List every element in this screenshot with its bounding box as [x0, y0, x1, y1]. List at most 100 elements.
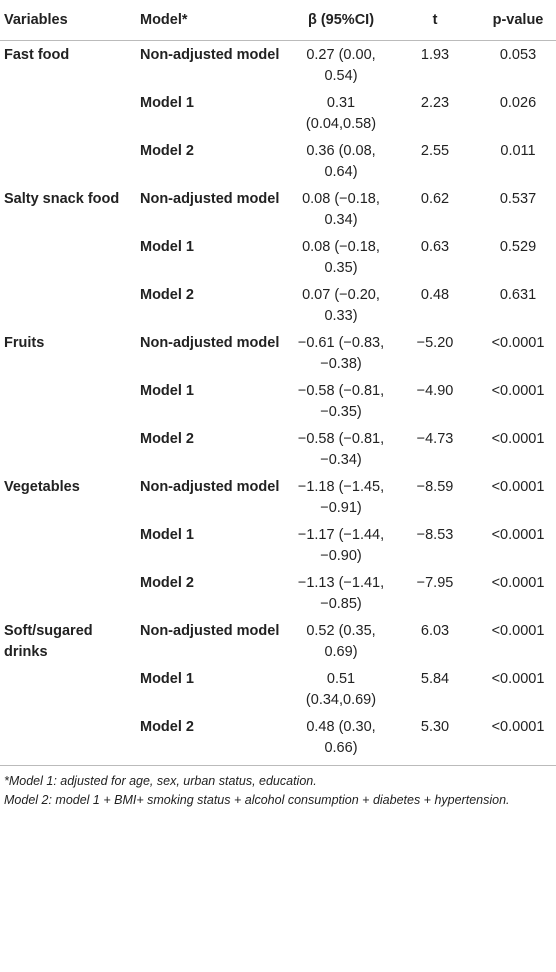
model-cell: Model 2 [140, 287, 194, 303]
p-cell: <0.0001 [491, 335, 545, 351]
model-cell: Non-adjusted model [140, 191, 280, 207]
t-cell: −8.59 [416, 479, 454, 495]
variable-cell: Vegetables [4, 479, 80, 495]
table-row: Model 1 0.08 (−0.18, 0.35) 0.63 0.529 [0, 233, 556, 281]
column-header: Model* [136, 0, 292, 41]
table-row: Model 2 0.36 (0.08, 0.64) 2.55 0.011 [0, 137, 556, 185]
footnote: *Model 1: adjusted for age, sex, urban s… [4, 774, 317, 788]
table-row: Model 1 −1.17 (−1.44, −0.90) −8.53 <0.0001 [0, 521, 556, 569]
variable-cell: Fast food [4, 47, 70, 63]
model-cell: Model 1 [140, 95, 194, 111]
table-row: Model 2 0.48 (0.30, 0.66) 5.30 <0.0001 [0, 713, 556, 766]
p-cell: <0.0001 [491, 527, 545, 543]
beta-cell: 0.08 (−0.18, 0.35) [302, 239, 380, 276]
model-cell: Non-adjusted model [140, 47, 280, 63]
p-cell: 0.537 [499, 191, 537, 207]
beta-cell: 0.07 (−0.20, 0.33) [302, 287, 380, 324]
t-cell: 0.63 [420, 239, 450, 255]
beta-cell: 0.36 (0.08, 0.64) [306, 143, 376, 180]
model-cell: Model 2 [140, 143, 194, 159]
p-cell: <0.0001 [491, 431, 545, 447]
p-cell: <0.0001 [491, 383, 545, 399]
t-cell: −4.73 [416, 431, 454, 447]
p-cell: <0.0001 [491, 575, 545, 591]
model-cell: Model 2 [140, 431, 194, 447]
beta-cell: −1.13 (−1.41, −0.85) [297, 575, 385, 612]
table-row: Model 1 −0.58 (−0.81, −0.35) −4.90 <0.0001 [0, 377, 556, 425]
model-cell: Model 2 [140, 575, 194, 591]
empty-cell [0, 89, 136, 137]
beta-cell: 0.48 (0.30, 0.66) [292, 713, 390, 766]
variable-cell: Fruits [4, 335, 45, 351]
model-cell: Non-adjusted model [140, 479, 280, 495]
model-cell: Non-adjusted model [140, 335, 280, 351]
empty-cell [0, 281, 136, 329]
beta-cell: 0.51 (0.34,0.69) [305, 671, 377, 708]
variable-cell: Salty snack food [4, 191, 120, 207]
t-cell: 0.48 [420, 287, 450, 303]
table-row: Model 2 0.07 (−0.20, 0.33) 0.48 0.631 [0, 281, 556, 329]
empty-cell [0, 713, 136, 766]
table-row: Model 2 −0.58 (−0.81, −0.34) −4.73 <0.0001 [0, 425, 556, 473]
t-cell: 1.93 [420, 47, 450, 63]
model-cell: Model 1 [140, 239, 194, 255]
model-cell: Non-adjusted model [140, 623, 280, 639]
empty-cell [0, 425, 136, 473]
column-header: p-value [480, 0, 556, 41]
empty-cell [0, 665, 136, 713]
t-cell: 0.62 [420, 191, 450, 207]
header-row: Variables Model* β (95%CI) t p-value [0, 0, 556, 41]
variable-cell: Soft/sugared drinks [4, 623, 93, 660]
table-row: Fast food Non-adjusted model 0.27 (0.00, 0… [0, 41, 556, 90]
p-cell: 0.529 [499, 239, 537, 255]
p-cell: <0.0001 [491, 479, 545, 495]
t-cell: −7.95 [416, 575, 454, 591]
table-row: Fruits Non-adjusted model −0.61 (−0.83, −0… [0, 329, 556, 377]
p-cell: <0.0001 [480, 713, 556, 766]
empty-cell [0, 377, 136, 425]
column-header: t [390, 0, 480, 41]
p-cell: 0.631 [499, 287, 537, 303]
empty-cell [0, 137, 136, 185]
table-row: Vegetables Non-adjusted model −1.18 (−1.45… [0, 473, 556, 521]
beta-cell: 0.52 (0.35, 0.69) [306, 623, 376, 660]
model-cell: Model 1 [140, 383, 194, 399]
column-header: Variables [0, 0, 136, 41]
column-header: β (95%CI) [292, 0, 390, 41]
beta-cell: −0.58 (−0.81, −0.35) [297, 383, 385, 420]
table-row: Model 1 0.31 (0.04,0.58) 2.23 0.026 [0, 89, 556, 137]
table-row: Model 1 0.51 (0.34,0.69) 5.84 <0.0001 [0, 665, 556, 713]
p-cell: 0.026 [499, 95, 537, 111]
data-table: Variables Model* β (95%CI) t p-value Fast fo… [0, 0, 556, 766]
empty-cell [0, 521, 136, 569]
table-row: Salty snack food Non-adjusted model 0.08 (… [0, 185, 556, 233]
empty-cell [0, 569, 136, 617]
table-body: Fast food Non-adjusted model 0.27 (0.00, 0… [0, 41, 556, 766]
p-cell: <0.0001 [491, 671, 545, 687]
t-cell: 6.03 [420, 623, 450, 639]
beta-cell: −0.58 (−0.81, −0.34) [297, 431, 385, 468]
t-cell: 5.30 [390, 713, 480, 766]
beta-cell: 0.08 (−0.18, 0.34) [302, 191, 380, 228]
t-cell: 2.55 [420, 143, 450, 159]
p-cell: 0.053 [499, 47, 537, 63]
beta-cell: 0.27 (0.00, 0.54) [306, 47, 376, 84]
t-cell: 2.23 [420, 95, 450, 111]
p-cell: 0.011 [500, 143, 536, 159]
beta-cell: 0.31 (0.04,0.58) [305, 95, 377, 132]
t-cell: −8.53 [416, 527, 454, 543]
model-cell: Model 1 [140, 527, 194, 543]
t-cell: −4.90 [416, 383, 454, 399]
p-cell: <0.0001 [491, 623, 545, 639]
footnotes: *Model 1: adjusted for age, sex, urban s… [0, 766, 556, 810]
model-cell: Model 1 [140, 671, 194, 687]
t-cell: −5.20 [416, 335, 454, 351]
footnote: Model 2: model 1 + BMI+ smoking status +… [4, 793, 510, 807]
beta-cell: −0.61 (−0.83, −0.38) [297, 335, 385, 372]
table-header: Variables Model* β (95%CI) t p-value [0, 0, 556, 41]
t-cell: 5.84 [420, 671, 450, 687]
table-row: Model 2 −1.13 (−1.41, −0.85) −7.95 <0.0001 [0, 569, 556, 617]
beta-cell: −1.18 (−1.45, −0.91) [297, 479, 385, 516]
beta-cell: −1.17 (−1.44, −0.90) [297, 527, 385, 564]
